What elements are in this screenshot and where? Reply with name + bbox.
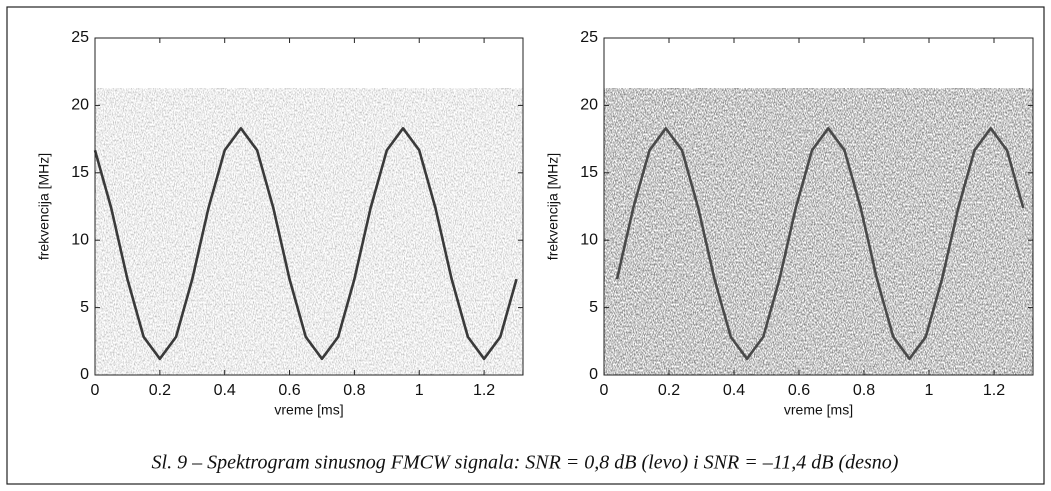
x-axis-label: vreme [ms]	[784, 402, 853, 418]
y-tick-label: 15	[580, 164, 598, 181]
y-tick-label: 0	[80, 366, 89, 383]
y-tick-label: 25	[71, 29, 89, 46]
y-tick-label: 15	[71, 164, 89, 181]
x-tick-label: 0.6	[278, 382, 300, 399]
x-tick-label: 0.4	[214, 382, 236, 399]
x-tick-label: 0.8	[343, 382, 365, 399]
y-tick-label: 20	[71, 97, 89, 114]
y-tick-label: 20	[580, 97, 598, 114]
x-tick-label: 0	[600, 382, 609, 399]
x-axis-label: vreme [ms]	[274, 402, 343, 418]
y-tick-label: 5	[80, 299, 89, 316]
x-tick-label: 0	[91, 382, 100, 399]
x-tick-label: 0.2	[658, 382, 680, 399]
x-tick-label: 0.2	[149, 382, 171, 399]
axes-box	[94, 37, 524, 376]
x-tick-label: 1	[415, 382, 424, 399]
x-tick-label: 1	[925, 382, 934, 399]
x-tick-label: 1.2	[983, 382, 1005, 399]
axes-box	[603, 37, 1034, 376]
y-tick-label: 10	[71, 231, 89, 248]
x-tick-label: 0.4	[723, 382, 745, 399]
signal-line	[615, 127, 1025, 361]
y-tick-label: 0	[589, 366, 598, 383]
frame	[6, 6, 1045, 485]
y-tick-label: 25	[580, 29, 598, 46]
y-axis-label: frekvencija [MHz]	[545, 153, 561, 260]
x-tick-label: 1.2	[473, 382, 495, 399]
spectrogram-noise	[604, 88, 1033, 375]
y-tick-label: 10	[580, 231, 598, 248]
x-tick-label: 0.8	[853, 382, 875, 399]
spectrogram-noise	[95, 88, 523, 375]
signal-line	[93, 127, 518, 361]
y-axis-label: frekvencija [MHz]	[36, 153, 52, 260]
x-tick-label: 0.6	[788, 382, 810, 399]
caption: Sl. 9 – Spektrogram sinusnog FMCW signal…	[152, 452, 899, 474]
y-tick-label: 5	[589, 299, 598, 316]
